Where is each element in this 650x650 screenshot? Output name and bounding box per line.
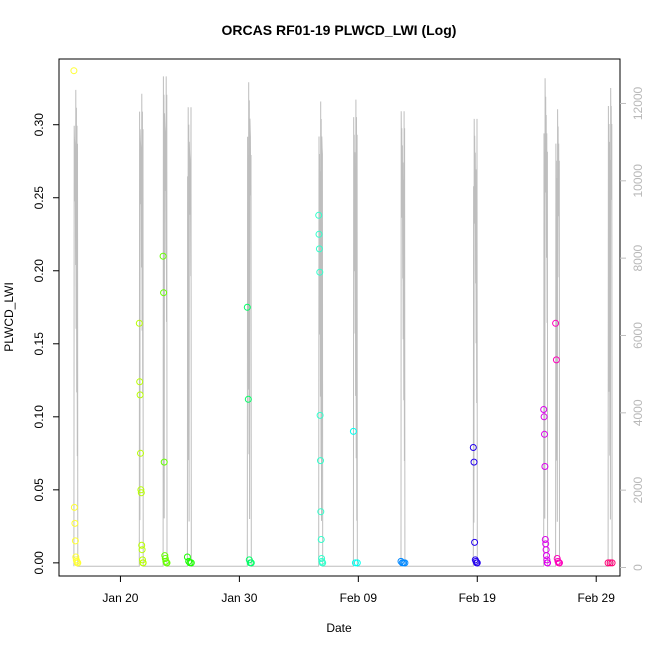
data-point	[139, 556, 146, 564]
y-axis-right: 0 2000 4000 6000 8000 10000 12000	[620, 86, 645, 571]
data-point	[137, 489, 145, 497]
data-point	[161, 555, 169, 562]
data-point	[544, 559, 552, 567]
data-point	[316, 268, 324, 276]
data-point	[318, 555, 326, 562]
altitude-line	[73, 76, 613, 567]
data-point	[138, 541, 146, 549]
data-point	[540, 413, 548, 421]
y2-tick-label: 12000	[631, 86, 645, 120]
data-point	[71, 519, 79, 527]
y2-tick-label: 10000	[631, 164, 645, 198]
data-point	[247, 559, 255, 567]
data-point	[317, 457, 324, 465]
data-point	[556, 559, 563, 567]
data-point	[160, 289, 168, 297]
data-point	[319, 559, 327, 567]
y-tick-label: 0.20	[32, 259, 46, 283]
data-point	[139, 559, 147, 567]
y2-tick-label: 2000	[631, 476, 645, 503]
data-point	[244, 395, 252, 403]
x-axis-label: Date	[326, 621, 352, 635]
x-tick-label: Jan 20	[102, 591, 138, 605]
data-point	[74, 559, 82, 567]
data-point	[471, 538, 479, 546]
data-point	[315, 211, 323, 219]
x-axis: Jan 20 Jan 30 Feb 09 Feb 19 Feb 29	[102, 575, 616, 605]
data-point	[183, 553, 191, 561]
data-point	[349, 427, 357, 435]
y-tick-label: 0.10	[32, 405, 46, 429]
x-tick-label: Jan 30	[221, 591, 257, 605]
y-tick-label: 0.15	[32, 332, 46, 356]
x-tick-label: Feb 29	[578, 591, 616, 605]
data-point	[543, 556, 551, 564]
data-point	[353, 559, 361, 567]
data-point	[136, 378, 144, 386]
data-point	[71, 537, 79, 545]
data-point	[187, 559, 195, 567]
y-tick-label: 0.25	[32, 186, 46, 210]
data-point	[315, 230, 323, 238]
data-point	[316, 411, 324, 419]
data-point	[552, 319, 560, 327]
y-tick-label: 0.30	[32, 113, 46, 137]
data-point	[137, 449, 144, 457]
data-point	[317, 508, 325, 516]
data-point	[159, 252, 167, 260]
y-tick-label: 0.05	[32, 478, 46, 502]
data-point	[604, 559, 612, 567]
plwcd-series	[70, 67, 616, 567]
data-point	[540, 406, 548, 413]
data-point	[70, 67, 78, 75]
data-point	[163, 559, 171, 567]
y-axis-label: PLWCD_LWI	[2, 282, 16, 352]
data-point	[70, 503, 78, 511]
chart-title: ORCAS RF01-19 PLWCD_LWI (Log)	[222, 22, 457, 38]
y2-tick-label: 0	[631, 564, 645, 571]
y-tick-label: 0.00	[32, 551, 46, 575]
data-point	[541, 463, 549, 470]
data-point	[543, 552, 550, 560]
data-point	[552, 356, 560, 364]
data-point	[541, 430, 548, 438]
data-point	[136, 391, 144, 399]
data-point	[470, 458, 478, 466]
data-point	[138, 546, 146, 554]
y2-tick-label: 8000	[631, 244, 645, 271]
data-point	[469, 444, 477, 451]
data-point	[137, 486, 145, 494]
data-point	[135, 319, 143, 327]
data-point	[317, 536, 325, 543]
data-point	[541, 536, 549, 543]
x-tick-label: Feb 19	[459, 591, 497, 605]
y2-tick-label: 4000	[631, 399, 645, 426]
data-point	[243, 303, 251, 311]
data-point	[608, 559, 616, 567]
data-point	[160, 458, 168, 466]
data-point	[606, 559, 614, 567]
data-point	[401, 559, 409, 567]
data-point	[351, 559, 359, 567]
data-point	[315, 245, 323, 253]
altitude-series	[73, 76, 613, 567]
y-axis-left: 0.00 0.05 0.10 0.15 0.20 0.25 0.30	[32, 113, 59, 575]
data-point	[473, 559, 481, 567]
y2-tick-label: 6000	[631, 322, 645, 349]
x-tick-label: Feb 09	[340, 591, 378, 605]
